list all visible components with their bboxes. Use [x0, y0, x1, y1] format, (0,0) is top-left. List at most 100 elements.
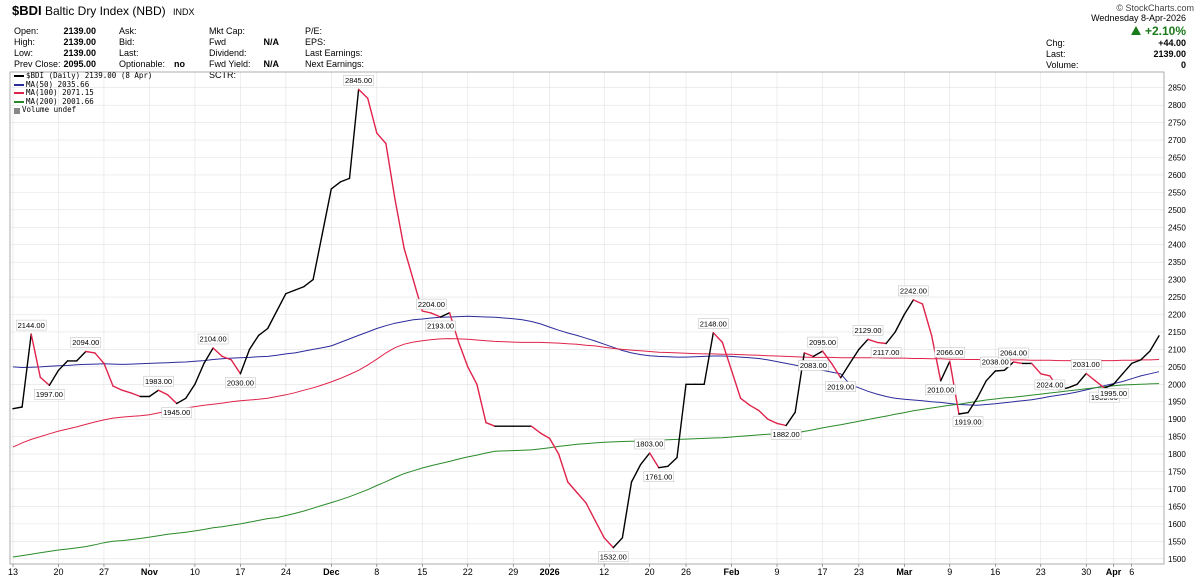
price-segment [1140, 350, 1151, 361]
data-label-box [898, 285, 929, 297]
price-data-label: 2193.00 [425, 320, 456, 332]
price-segment [594, 519, 605, 539]
y-tick-label: 2450 [1168, 223, 1186, 232]
data-label-box [870, 347, 902, 358]
price-data-label: 2094.00 [70, 337, 102, 348]
x-tick-label: 17 [235, 567, 245, 577]
y-tick-label: 2600 [1168, 171, 1186, 180]
price-segment [75, 350, 87, 362]
x-tick-label: 26 [681, 567, 691, 577]
price-segment [1112, 373, 1124, 385]
price-segment [112, 385, 123, 391]
x-tick-label: 9 [774, 567, 779, 577]
price-segment [303, 278, 314, 288]
high-label: High: [14, 37, 36, 47]
price-data-label: 2129.00 [852, 325, 884, 336]
price-data-label: 2024.00 [1034, 379, 1066, 391]
chg-label: Chg: [1046, 38, 1066, 48]
data-label-box [425, 320, 456, 332]
price-segment [394, 198, 405, 249]
quote-date: Wednesday 8-Apr-2026 [1091, 13, 1186, 23]
price-data-label: 2030.00 [225, 377, 256, 389]
price-segment [621, 481, 633, 539]
data-label-text: 2117.00 [873, 348, 900, 357]
bid-label: Bid: [119, 37, 135, 47]
legend-volume-text: Volume undef [22, 105, 77, 115]
x-tick-label: Feb [724, 567, 741, 577]
price-segment [175, 397, 187, 405]
data-label-text: 2144.00 [18, 321, 45, 330]
data-label-box [1098, 388, 1129, 399]
price-segment [812, 350, 824, 358]
price-segment [385, 142, 396, 201]
data-label-box [70, 337, 102, 348]
y-tick-label: 2000 [1168, 380, 1186, 389]
price-data-label: 1761.00 [643, 471, 675, 482]
price-data-label: 2144.00 [15, 319, 47, 331]
price-segment [803, 352, 815, 358]
data-label-box [925, 384, 956, 396]
y-tick-label: 1950 [1168, 398, 1186, 407]
x-tick-label: Mar [896, 567, 913, 577]
price-segment [185, 383, 196, 399]
price-data-label: 2010.00 [925, 384, 956, 396]
data-label-box [634, 438, 665, 450]
price-segment [203, 347, 214, 365]
quote-summary: Wednesday 8-Apr-2026 +2.10% Chg: +44.00 L… [1046, 13, 1186, 71]
price-segment [148, 389, 160, 398]
data-label-box [1034, 379, 1066, 391]
price-segment [85, 350, 96, 354]
price-segment [585, 502, 596, 522]
price-segment [658, 465, 669, 469]
prev-close-value: 2095.00 [63, 59, 96, 69]
data-label-box [952, 416, 984, 427]
data-label-box [643, 471, 675, 482]
price-segment [885, 331, 896, 345]
data-label-text: 2019.00 [827, 382, 854, 391]
data-label-text: 2030.00 [227, 379, 254, 388]
price-segment [348, 88, 360, 180]
price-segment [267, 310, 278, 330]
x-axis: 13 20 27 Nov 10 17 24 Dec 8 15 22 29 2026 12 20 26 Feb 9 1… [8, 564, 1134, 577]
price-segment [940, 360, 951, 382]
price-segment [612, 537, 624, 549]
price-segment [930, 334, 942, 382]
price-segment [166, 394, 178, 405]
price-segment [12, 406, 23, 410]
price-segment [894, 313, 905, 333]
x-tick-label: 17 [817, 567, 827, 577]
y-tick-label: 2500 [1168, 206, 1186, 215]
data-label-text: 2193.00 [427, 322, 454, 331]
price-segment [849, 348, 860, 365]
sctr-label: SCTR: [209, 70, 236, 80]
legend-ma100: MA(100) 2071.15 [14, 89, 152, 98]
data-label-text: 2024.00 [1036, 381, 1063, 390]
price-segment [1085, 372, 1097, 382]
optionable-value: no [174, 59, 185, 69]
data-label-text: 1882.00 [773, 430, 800, 439]
legend-ma50-swatch [14, 83, 24, 86]
data-label-text: 1997.00 [36, 390, 63, 399]
data-label-text: 1919.00 [954, 417, 981, 426]
prev-close-label: Prev Close: [14, 59, 61, 69]
y-tick-label: 2700 [1168, 136, 1186, 145]
legend-ma50: MA(50) 2035.66 [14, 80, 152, 90]
price-data-label: 1995.00 [1098, 388, 1129, 399]
price-segment [821, 350, 833, 365]
y-tick-label: 2050 [1168, 363, 1186, 372]
x-tick-label: 13 [8, 567, 18, 577]
price-segment [603, 537, 614, 549]
price-segment [785, 411, 796, 427]
data-label-text: 2204.00 [418, 300, 445, 309]
y-tick-label: 2400 [1168, 241, 1186, 250]
price-data-label: 1983.00 [143, 375, 174, 387]
y-tick-label: 2800 [1168, 101, 1186, 110]
data-label-box [343, 75, 374, 86]
data-label-text: 1803.00 [636, 440, 663, 449]
price-segment [21, 333, 32, 408]
data-label-text: 2010.00 [927, 386, 954, 395]
data-label-box [698, 318, 729, 329]
data-label-box [770, 429, 802, 440]
x-tick-label: 30 [1081, 567, 1091, 577]
